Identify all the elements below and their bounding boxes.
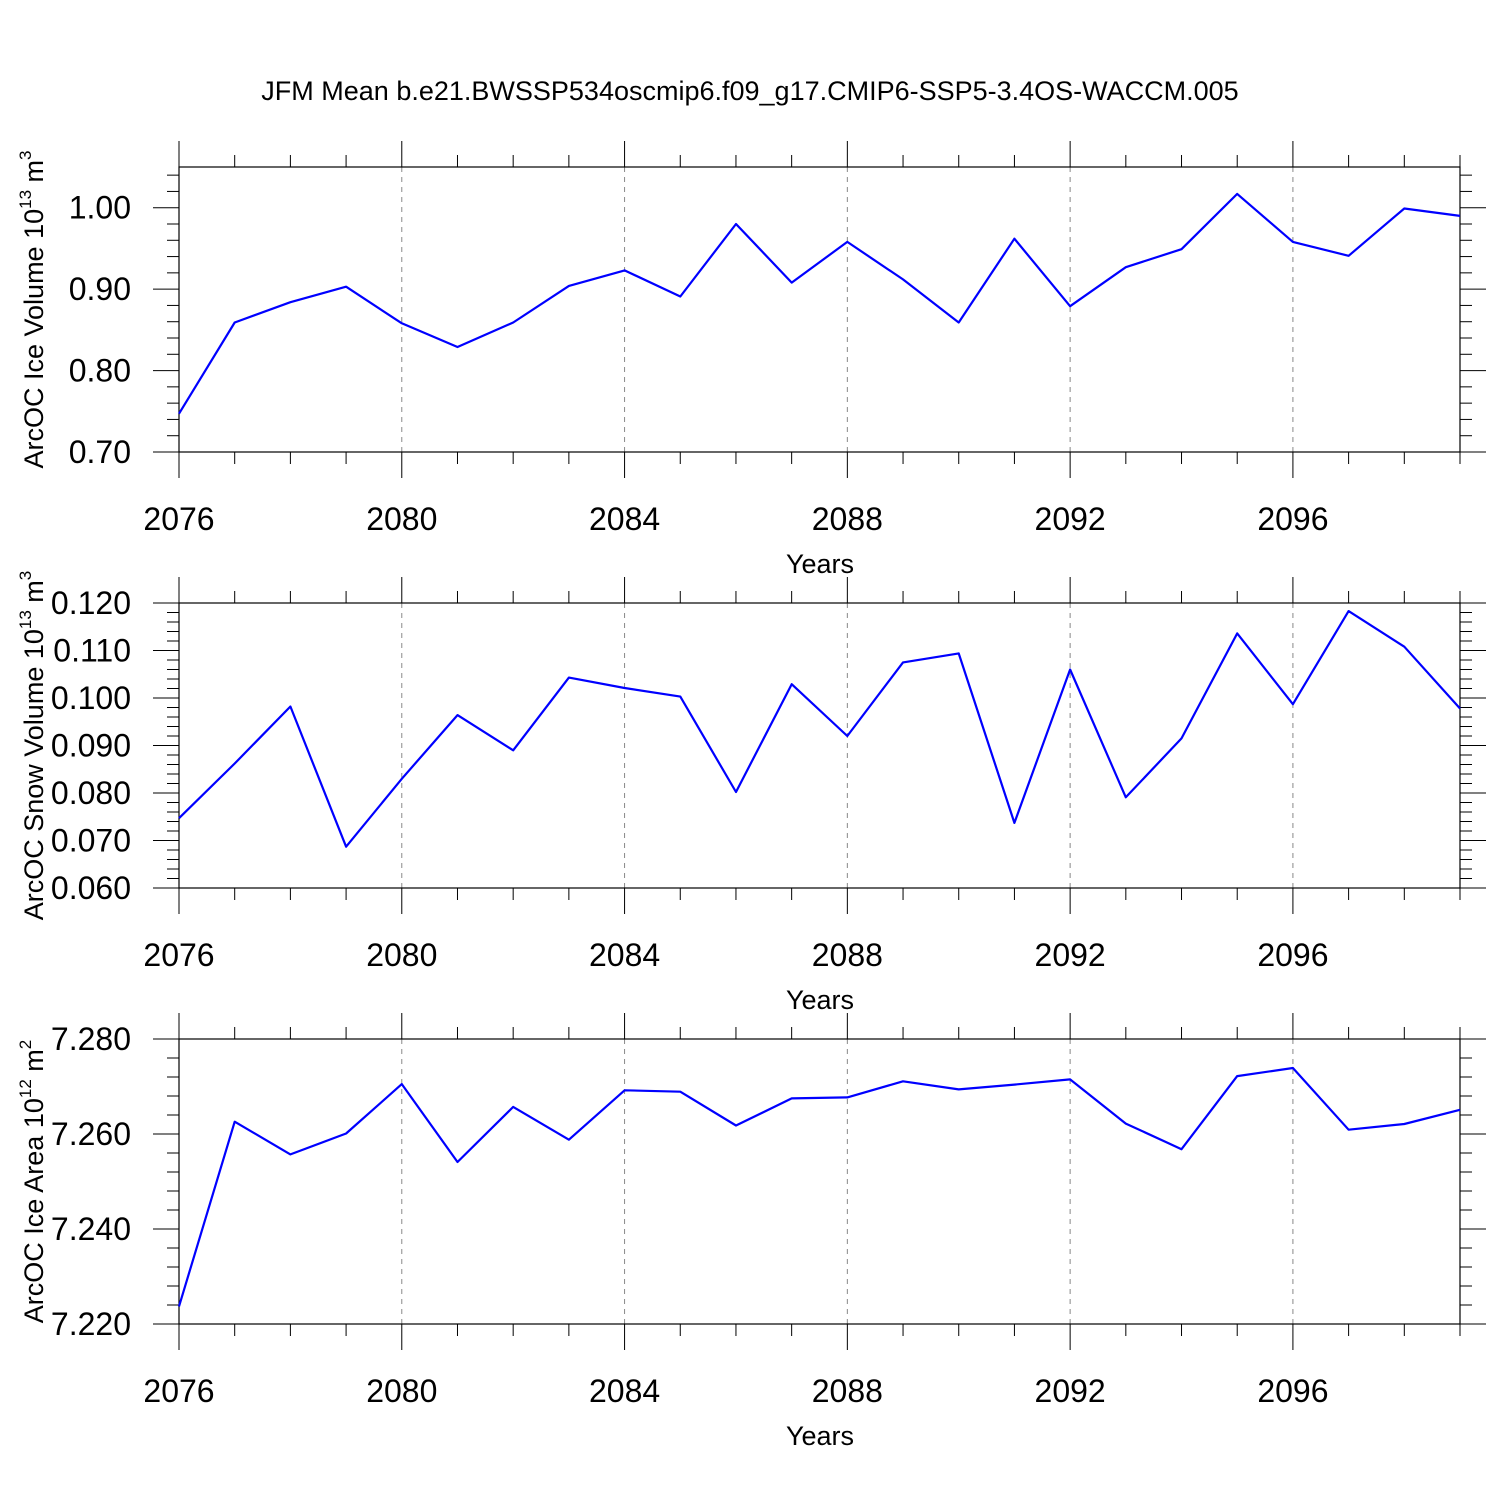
series-line: [178, 192, 1461, 415]
y-tick-label: 7.280: [51, 1021, 131, 1057]
y-tick-label: 1.00: [69, 190, 131, 226]
x-tick-label: 2092: [1035, 1373, 1106, 1409]
x-tick-label: 2080: [366, 1373, 437, 1409]
panel-snow-volume: 2076 2080 2084 2088 2092 2096 Years 0.060 0.070 0…: [16, 571, 1486, 1015]
x-tick-label: 2076: [143, 501, 214, 537]
x-tick-label: 2088: [812, 937, 883, 973]
y-tick-label: 0.090: [51, 728, 131, 764]
x-tick-label: 2088: [812, 501, 883, 537]
y-tick-label: 0.80: [69, 353, 131, 389]
x-tick-label: 2076: [143, 1373, 214, 1409]
y-axis-title: ArcOC Ice Area 1012 m2: [16, 1040, 49, 1324]
series-line: [178, 609, 1461, 848]
x-tick-label: 2080: [366, 937, 437, 973]
x-axis-title: Years: [786, 985, 854, 1015]
y-tick-label: 0.70: [69, 434, 131, 470]
x-tick-label: 2096: [1257, 501, 1328, 537]
y-tick-label: 0.100: [51, 680, 131, 716]
y-tick-label: 7.220: [51, 1306, 131, 1342]
chart-title: JFM Mean b.e21.BWSSP534oscmip6.f09_g17.C…: [261, 76, 1238, 106]
y-axis-title: ArcOC Snow Volume 1013 m3: [16, 571, 49, 921]
x-tick-label: 2092: [1035, 937, 1106, 973]
y-tick-label: 0.070: [51, 823, 131, 859]
x-axis-title: Years: [786, 549, 854, 579]
x-tick-label: 2088: [812, 1373, 883, 1409]
y-tick-label: 7.240: [51, 1211, 131, 1247]
plot-frame: [178, 166, 1461, 453]
series-line: [177, 1066, 1461, 1307]
plot-frame: [178, 602, 1461, 889]
panel-ice-volume: 2076 2080 2084 2088 2092 2096 Years 0.70 0.80 0.9…: [16, 141, 1486, 579]
panel-ice-area: 2076 2080 2084 2088 2092 2096 Years 7.220 7.240 7…: [16, 1013, 1486, 1451]
y-tick-label: 0.120: [51, 585, 131, 621]
x-axis-title: Years: [786, 1421, 854, 1451]
x-tick-label: 2076: [143, 937, 214, 973]
x-tick-label: 2096: [1257, 1373, 1328, 1409]
y-tick-label: 0.110: [53, 633, 131, 669]
x-tick-label: 2080: [366, 501, 437, 537]
y-axis-title: ArcOC Ice Volume 1013 m3: [16, 150, 49, 468]
x-tick-label: 2084: [589, 937, 660, 973]
y-tick-label: 0.060: [51, 870, 131, 906]
x-tick-label: 2096: [1257, 937, 1328, 973]
y-tick-label: 0.90: [69, 271, 131, 307]
plot-frame: [178, 1038, 1461, 1325]
x-tick-label: 2084: [589, 1373, 660, 1409]
y-tick-label: 7.260: [51, 1116, 131, 1152]
y-tick-label: 0.080: [51, 775, 131, 811]
x-tick-label: 2084: [589, 501, 660, 537]
x-tick-label: 2092: [1035, 501, 1106, 537]
